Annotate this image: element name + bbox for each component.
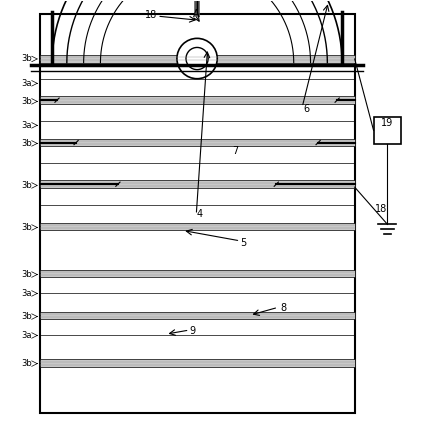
Text: 3b: 3b [21, 97, 32, 106]
Text: 3a: 3a [22, 121, 32, 130]
Text: 8: 8 [280, 303, 286, 313]
Text: 18: 18 [375, 204, 387, 214]
Text: 7: 7 [232, 146, 238, 156]
Text: 3a: 3a [22, 79, 32, 88]
Text: 3b: 3b [21, 359, 32, 368]
Text: 6: 6 [303, 104, 309, 113]
Text: 4: 4 [196, 209, 202, 219]
Bar [39, 55, 355, 63]
Text: A: A [193, 8, 199, 19]
Circle shape [177, 38, 217, 79]
Text: 9: 9 [190, 326, 196, 336]
Text: 3b: 3b [21, 181, 32, 190]
Text: 5: 5 [240, 238, 246, 248]
Text: 19: 19 [381, 118, 394, 128]
Text: 18: 18 [145, 10, 157, 20]
Bar [39, 139, 355, 146]
Text: 3b: 3b [21, 312, 32, 321]
Text: 3b: 3b [21, 270, 32, 279]
Bar [39, 270, 355, 277]
Bar [39, 312, 355, 319]
Text: 3b: 3b [21, 55, 32, 63]
Bar [39, 223, 355, 231]
Bar [39, 360, 355, 367]
Text: 3a: 3a [22, 331, 32, 340]
Circle shape [186, 47, 208, 70]
Text: 3b: 3b [21, 139, 32, 148]
Text: 3a: 3a [22, 289, 32, 298]
Bar [39, 96, 355, 104]
Bar [39, 14, 355, 413]
Bar [374, 117, 401, 144]
Text: 3b: 3b [21, 223, 32, 232]
Bar [39, 180, 355, 188]
